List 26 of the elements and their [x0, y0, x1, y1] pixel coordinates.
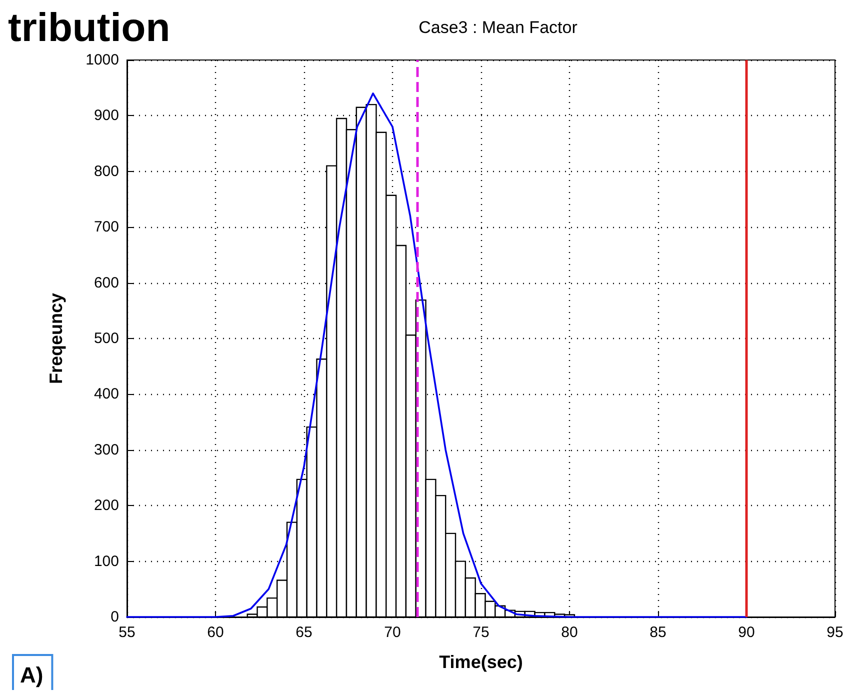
x-tick-label: 70 — [384, 624, 401, 641]
text: A) — [20, 662, 44, 688]
y-tick-label: 500 — [94, 330, 119, 347]
x-tick-label: 85 — [650, 624, 666, 641]
y-tick-label: 700 — [94, 218, 119, 236]
y-tick-label: 0 — [110, 608, 119, 626]
x-tick-label: 60 — [207, 624, 224, 641]
x-tick-label: 75 — [472, 624, 490, 641]
y-tick-label: 800 — [94, 162, 119, 180]
x-tick-label: 95 — [826, 624, 844, 641]
x-tick-label: 90 — [738, 624, 755, 641]
y-tick-label: 400 — [94, 386, 119, 403]
y-axis-title: Freqeuncy — [46, 292, 66, 384]
x-tick-label: 80 — [561, 624, 578, 641]
line-series — [126, 92, 748, 618]
y-tick-label: 600 — [94, 274, 119, 292]
chart-title: Case3 : Mean Factor — [418, 18, 578, 37]
y-tick-label: 900 — [94, 107, 119, 124]
x-tick-label: 65 — [296, 624, 312, 641]
y-tick-label: 200 — [94, 497, 119, 514]
y-tick-label: 100 — [94, 552, 119, 570]
x-axis-title: Time(sec) — [439, 652, 523, 672]
text: tribution — [8, 6, 170, 50]
x-tick-label: 55 — [118, 624, 136, 641]
y-tick-label: 300 — [94, 441, 119, 458]
y-tick-label: 1000 — [86, 52, 119, 68]
